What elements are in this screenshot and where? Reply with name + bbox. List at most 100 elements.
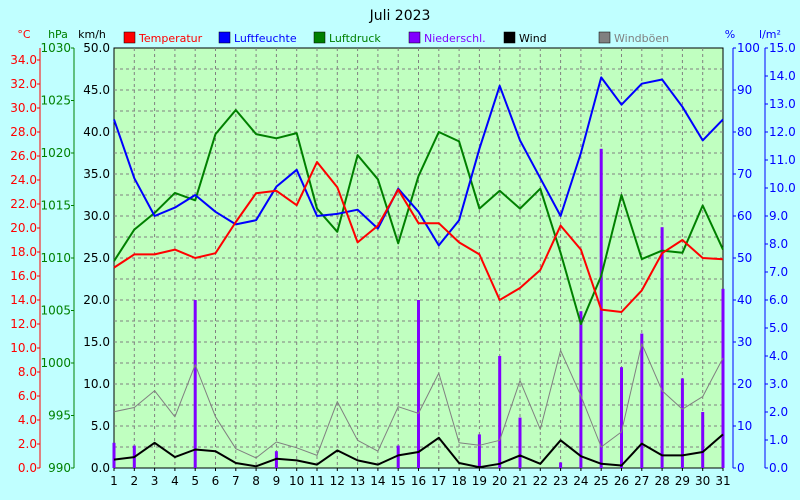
rain-axis-tick-label: 10.0 [769, 181, 796, 195]
pressure-axis-tick-label: 1000 [40, 356, 71, 370]
day-axis-tick-label: 17 [431, 474, 446, 488]
series-line-luftdruck [113, 109, 724, 326]
pressure-axis-tick-label: 1010 [40, 251, 71, 265]
temp-axis-tick-label: 2.0 [18, 437, 37, 451]
chart-title: Juli 2023 [369, 8, 431, 24]
temp-axis-tick-label: 20.0 [10, 221, 37, 235]
pressure-axis-tick-label: 1005 [40, 304, 71, 318]
day-axis-tick-label: 4 [171, 474, 179, 488]
rain-axis-tick-label: 11.0 [769, 153, 796, 167]
temp-axis-tick-label: 6.0 [18, 389, 37, 403]
rain-axis-tick-label: 12.0 [769, 125, 796, 139]
unit-labels: °C hPa km/h % l/m² [17, 28, 781, 41]
rain-bar [660, 227, 664, 468]
wind-axis-tick-label: 45.0 [83, 83, 110, 97]
day-axis-tick-label: 31 [715, 474, 730, 488]
temp-axis-tick-label: 14.0 [10, 293, 37, 307]
wind-axis-tick-label: 40.0 [83, 125, 110, 139]
day-axis-tick-label: 24 [573, 474, 588, 488]
humidity-axis-tick-label: 20 [737, 377, 752, 391]
rain-unit-label: l/m² [759, 28, 781, 41]
temp-axis: 0.0 2.0 4.0 6.0 8.0 10.0 12.0 14.0 16.0 18.0 20.0 2… [10, 53, 40, 475]
legend-label: Luftdruck [329, 32, 381, 45]
day-axis-tick-label: 11 [309, 474, 324, 488]
rain-axis-tick-label: 14.0 [769, 69, 796, 83]
rain-axis-tick-label: 3.0 [769, 377, 788, 391]
day-axis-tick-label: 25 [594, 474, 609, 488]
day-axis-tick-label: 26 [614, 474, 629, 488]
legend-swatch [503, 31, 516, 44]
rain-axis-tick-label: 15.0 [769, 41, 796, 55]
day-axis-tick-label: 8 [252, 474, 260, 488]
day-axis-tick-label: 15 [391, 474, 406, 488]
temp-axis-tick-label: 4.0 [18, 413, 37, 427]
rain-bar [620, 367, 623, 468]
humidity-axis-tick-label: 60 [737, 209, 752, 223]
humidity-axis-tick-label: 50 [737, 251, 752, 265]
pressure-axis-tick-label: 1015 [40, 199, 71, 213]
pressure-axis-tick-label: 1030 [40, 41, 71, 55]
temp-axis-tick-label: 28.0 [10, 125, 37, 139]
temp-axis-tick-label: 30.0 [10, 101, 37, 115]
day-axis-tick-label: 13 [350, 474, 365, 488]
legend-swatch [598, 31, 611, 44]
wind-axis-tick-label: 5.0 [91, 419, 110, 433]
pressure-axis-tick-label: 1025 [40, 94, 71, 108]
wind-axis-tick-label: 25.0 [83, 251, 110, 265]
day-axis-tick-label: 29 [675, 474, 690, 488]
day-axis-tick-label: 22 [533, 474, 548, 488]
day-axis-tick-label: 2 [130, 474, 138, 488]
temp-axis-tick-label: 32.0 [10, 77, 37, 91]
legend-label: Windböen [614, 32, 669, 45]
humidity-axis-tick-label: 100 [737, 41, 760, 55]
rain-bar [721, 288, 725, 468]
humidity-axis-tick-label: 90 [737, 83, 752, 97]
rain-axis-tick-label: 6.0 [769, 293, 788, 307]
day-axis-tick-label: 23 [553, 474, 568, 488]
wind-axis-tick-label: 15.0 [83, 335, 110, 349]
rain-axis-tick-label: 8.0 [769, 237, 788, 251]
legend-swatch [218, 31, 231, 44]
rain-bar [477, 434, 481, 468]
day-axis: 1 2 3 4 5 6 7 8 9 10 11 12 13 14 15 16 17 18 19 20 21 22 23 24 2… [110, 468, 731, 488]
wind-axis-tick-label: 30.0 [83, 209, 110, 223]
pressure-unit-label: hPa [48, 28, 68, 41]
day-axis-tick-label: 5 [191, 474, 199, 488]
humidity-axis-tick-label: 30 [737, 335, 752, 349]
rain-axis-tick-label: 5.0 [769, 321, 788, 335]
temp-axis-tick-label: 26.0 [10, 149, 37, 163]
wind-axis-tick-label: 50.0 [83, 41, 110, 55]
day-axis-tick-label: 30 [695, 474, 710, 488]
day-axis-tick-label: 6 [212, 474, 220, 488]
humidity-axis: 0 10 20 30 40 50 60 70 80 90 100 [733, 41, 760, 475]
rain-bar [579, 311, 583, 468]
temp-axis-tick-label: 12.0 [10, 317, 37, 331]
legend: Temperatur Luftfeuchte Luftdruck Niederschl… [123, 31, 669, 45]
rain-bar [193, 300, 197, 468]
temp-axis-tick-label: 34.0 [10, 53, 37, 67]
rain-bar [518, 417, 522, 468]
humidity-axis-tick-label: 0 [737, 461, 745, 475]
humidity-unit-label: % [725, 28, 735, 41]
rain-axis-tick-label: 1.0 [769, 433, 788, 447]
day-axis-tick-label: 1 [110, 474, 118, 488]
wind-unit-label: km/h [78, 28, 106, 41]
legend-label: Luftfeuchte [234, 32, 297, 45]
legend-swatch [123, 31, 136, 44]
legend-swatch [408, 31, 421, 44]
wind-axis-tick-label: 35.0 [83, 167, 110, 181]
wind-axis-tick-label: 0.0 [91, 461, 110, 475]
wind-axis: 0.0 5.0 10.0 15.0 20.0 25.0 30.0 35.0 40.0 45.0 50… [83, 41, 110, 475]
rain-bar [559, 462, 563, 468]
humidity-axis-tick-label: 10 [737, 419, 752, 433]
series-lines [113, 76, 724, 469]
rain-axis: 0.0 1.0 2.0 3.0 4.0 5.0 6.0 7.0 8.0 9.0 10.0 11.0 12… [765, 41, 796, 475]
rain-bar [701, 412, 705, 468]
day-axis-tick-label: 27 [634, 474, 649, 488]
rain-axis-tick-label: 4.0 [769, 349, 788, 363]
rain-axis-tick-label: 2.0 [769, 405, 788, 419]
humidity-axis-tick-label: 80 [737, 125, 752, 139]
rain-bar [112, 442, 116, 468]
rain-axis-tick-label: 9.0 [769, 209, 788, 223]
